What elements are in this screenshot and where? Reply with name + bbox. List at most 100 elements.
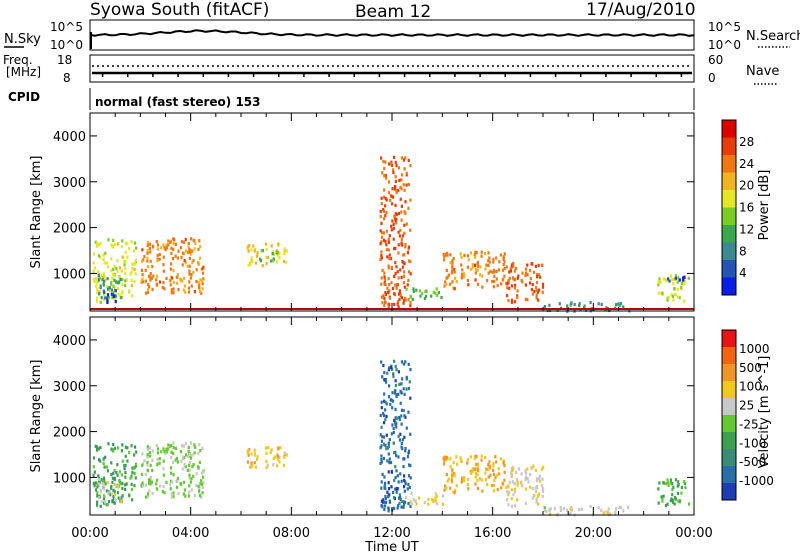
heatmap-cell [470,267,473,271]
heatmap-cell [97,474,100,478]
heatmap-cell [146,492,150,496]
colorbar-tick-label: 12 [739,222,754,236]
heatmap-cell [383,392,386,396]
heatmap-cell [254,261,258,265]
heatmap-cell [146,241,149,245]
heatmap-cell [401,377,404,381]
heatmap-cell [184,494,187,498]
heatmap-cell [511,468,514,472]
heatmap-cell [503,478,506,482]
heatmap-cell [264,242,268,246]
ytick-label: 4000 [53,130,86,145]
heatmap-cell [524,469,527,473]
heatmap-cell [466,458,470,462]
heatmap-cell [98,480,101,484]
heatmap-cell [385,243,388,247]
heatmap-cell [417,496,421,500]
heatmap-cell [447,273,450,277]
heatmap-cell [111,500,114,504]
heatmap-cell [480,454,483,458]
heatmap-cell [144,268,147,272]
heatmap-cell [194,445,197,449]
heatmap-cell [674,478,678,482]
heatmap-cell [443,284,446,288]
heatmap-cell [169,466,173,470]
heatmap-cell [113,490,116,494]
heatmap-cell [466,461,469,465]
heatmap-cell [445,486,448,490]
nsky-label: N.Sky [4,32,41,47]
xaxis-title: Time UT [364,540,418,554]
heatmap-cell [390,398,393,402]
heatmap-cell [99,445,102,450]
heatmap-cell [395,283,398,287]
heatmap-cell [387,291,390,295]
heatmap-cell [676,484,679,488]
heatmap-cell [408,485,411,490]
heatmap-cell [201,485,204,490]
heatmap-cell [149,259,152,263]
heatmap-cell [126,255,129,259]
heatmap-cell [149,278,152,282]
heatmap-cell [103,293,106,297]
heatmap-cell [266,255,270,260]
heatmap-cell [399,293,402,298]
colorbar-swatch [722,432,736,450]
heatmap-cell [198,460,202,464]
heatmap-cell [406,283,409,287]
heatmap-cell [619,505,623,510]
heatmap-cell [386,255,389,259]
heatmap-cell [455,455,458,459]
heatmap-cell [383,188,386,192]
heatmap-cell [182,444,186,448]
heatmap-cell [265,255,268,259]
heatmap-cell [102,283,105,287]
heatmap-cell [460,255,463,260]
freq-label-1: Freq. [3,53,33,67]
heatmap-cell [113,264,116,269]
heatmap-cell [110,461,113,465]
heatmap-cell [497,268,501,272]
heatmap-cell [406,487,409,491]
heatmap-cell [184,465,187,469]
heatmap-cell [179,482,183,486]
heatmap-cell [165,246,168,250]
heatmap-cell [475,455,478,459]
heatmap-cell [476,472,479,476]
heatmap-cell [102,483,106,487]
heatmap-cell [391,423,394,427]
heatmap-cell [279,446,282,450]
heatmap-cell [491,483,494,488]
heatmap-cell [391,202,394,206]
heatmap-cell [446,479,449,483]
heatmap-cell [112,290,115,295]
heatmap-cell [113,478,116,482]
ytick-label: 2000 [53,426,86,441]
heatmap-cell [395,265,398,269]
heatmap-cell [461,272,464,276]
heatmap-cell [110,268,113,273]
heatmap-cell [540,484,544,488]
heatmap-cell [415,288,418,292]
heatmap-cell [427,502,430,506]
heatmap-cell [489,473,492,477]
heatmap-cell [158,484,162,488]
heatmap-cell [660,495,663,499]
heatmap-cell [597,506,600,510]
heatmap-cell [589,504,592,509]
heatmap-cell [165,447,168,451]
heatmap-cell [253,448,256,452]
heatmap-cell [674,276,678,280]
heatmap-cell [512,261,515,265]
heatmap-cell [169,487,172,491]
heatmap-cell [133,466,136,470]
heatmap-cell [399,291,402,296]
xtick-label: 12:00 [373,526,410,541]
heatmap-cell [589,300,592,305]
heatmap-cell [106,293,110,297]
heatmap-cell [673,502,676,506]
heatmap-cell [474,471,478,476]
heatmap-cell [145,291,148,295]
heatmap-cell [130,482,133,487]
